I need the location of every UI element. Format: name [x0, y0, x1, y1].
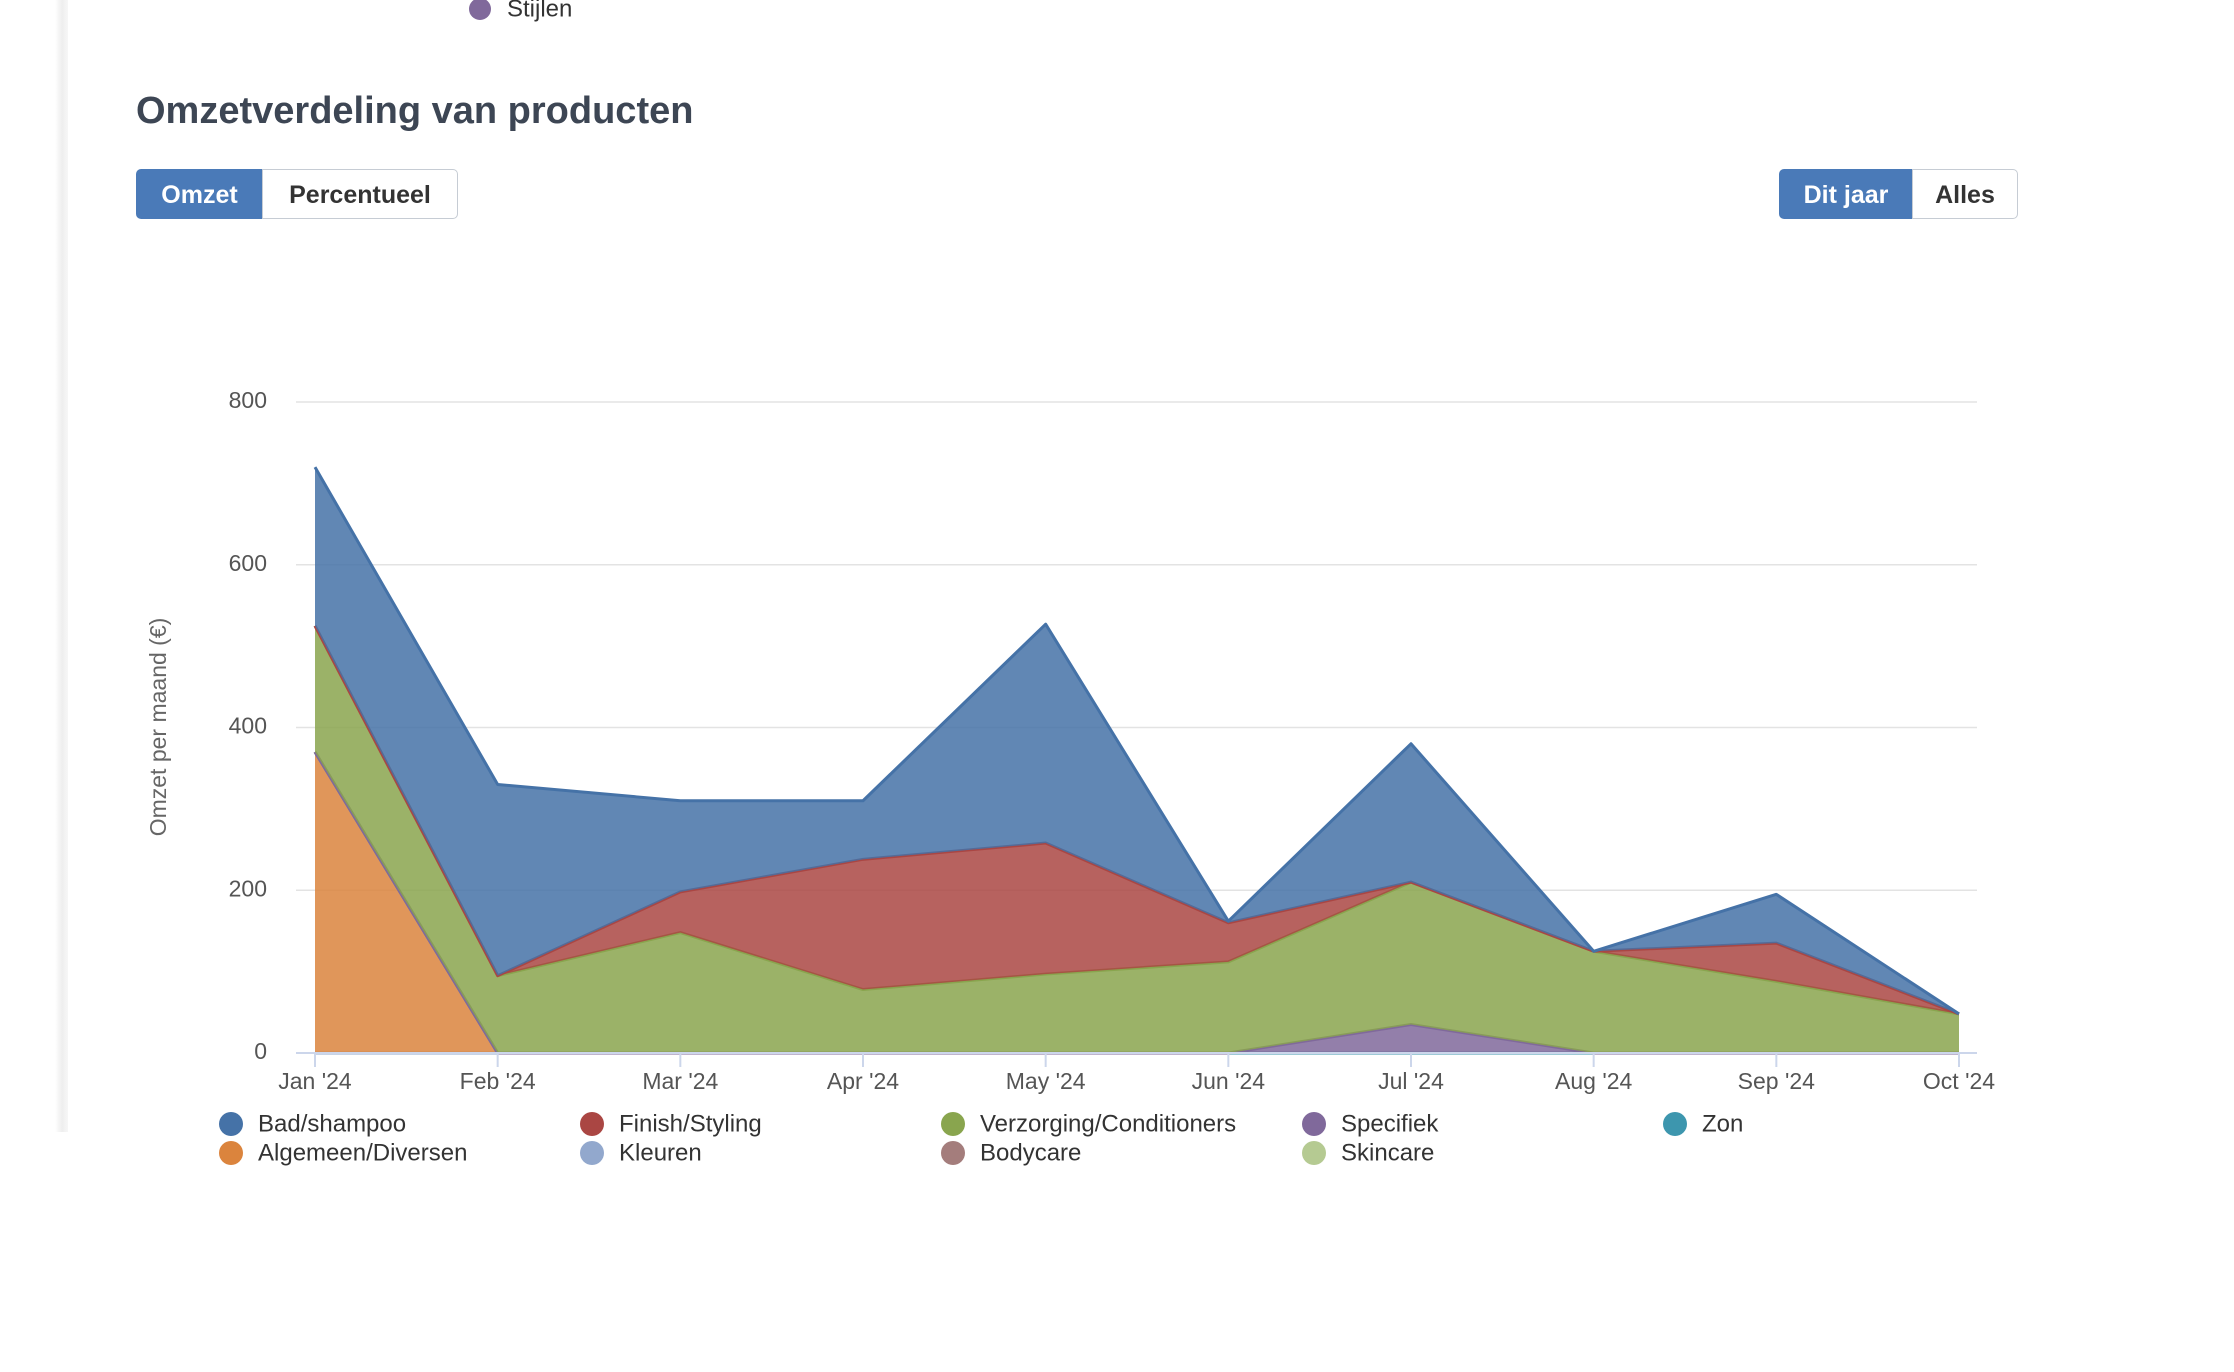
- top-legend: Stijlen: [469, 0, 572, 22]
- y-tick-label: 600: [229, 550, 267, 576]
- legend-marker: [1302, 1112, 1326, 1136]
- x-tick-label: Oct '24: [1923, 1068, 1995, 1094]
- y-tick-label: 800: [229, 387, 267, 413]
- legend-marker: [580, 1141, 604, 1165]
- y-tick-label: 0: [254, 1038, 267, 1064]
- legend-label: Bodycare: [980, 1139, 1081, 1166]
- x-tick-label: Feb '24: [460, 1068, 536, 1094]
- period-button[interactable]: Dit jaar: [1779, 169, 1913, 219]
- legend-marker: [469, 0, 491, 20]
- area: [315, 467, 1959, 1014]
- legend-marker: [219, 1141, 243, 1165]
- chart-title: Omzetverdeling van producten: [136, 90, 694, 132]
- x-tick-label: Jun '24: [1192, 1068, 1266, 1094]
- legend-label: Finish/Styling: [619, 1110, 762, 1137]
- y-tick-label: 200: [229, 875, 267, 901]
- legend-marker: [219, 1112, 243, 1136]
- x-tick-label: Apr '24: [827, 1068, 899, 1094]
- legend-marker: [1663, 1112, 1687, 1136]
- area: [315, 625, 1959, 1053]
- page: Stijlen Omzetverdeling van producten Omz…: [0, 0, 2018, 1167]
- legend-label: Kleuren: [619, 1139, 702, 1166]
- legend-marker: [1302, 1141, 1326, 1165]
- legend-label: Verzorging/Conditioners: [980, 1110, 1236, 1137]
- y-axis-title: Omzet per maand (€): [145, 618, 171, 837]
- area-line: [313, 466, 1960, 1016]
- legend-label: Specifiek: [1341, 1110, 1439, 1137]
- legend-marker: [941, 1141, 965, 1165]
- legend-marker: [941, 1112, 965, 1136]
- x-tick-label: Jul '24: [1378, 1068, 1444, 1094]
- mode-button[interactable]: Omzet: [136, 169, 263, 219]
- x-tick-label: Jan '24: [278, 1068, 352, 1094]
- legend-marker: [580, 1112, 604, 1136]
- sidebar-edge: [0, 0, 68, 1132]
- y-tick-label: 400: [229, 713, 267, 739]
- x-tick-label: Mar '24: [642, 1068, 718, 1094]
- area: [315, 625, 1959, 1014]
- mode-button[interactable]: Percentueel: [262, 169, 458, 219]
- period-button[interactable]: Alles: [1912, 169, 2018, 219]
- legend-label: Bad/shampoo: [258, 1110, 406, 1137]
- legend-label: Skincare: [1341, 1139, 1434, 1166]
- chart: Omzet per maand (€) 0 200 400 600 800 Jan '24…: [145, 387, 1995, 1166]
- x-tick-label: Aug '24: [1555, 1068, 1632, 1094]
- legend-label: Stijlen: [507, 0, 572, 22]
- legend-label: Zon: [1702, 1110, 1743, 1137]
- x-tick-label: Sep '24: [1738, 1068, 1815, 1094]
- x-tick-label: May '24: [1006, 1068, 1086, 1094]
- legend-label: Algemeen/Diversen: [258, 1139, 467, 1166]
